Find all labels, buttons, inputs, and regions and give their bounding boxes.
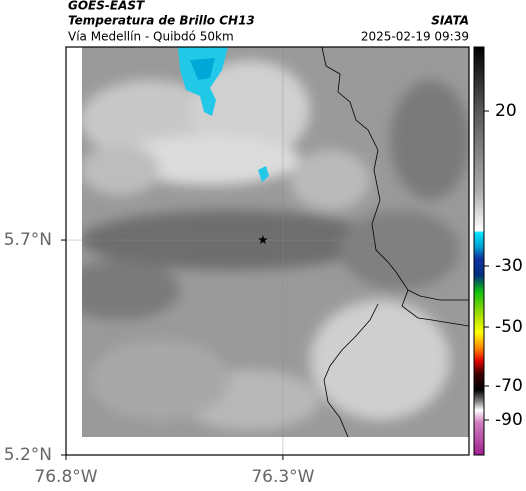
colorbar-tick-label: 20 [495,101,517,121]
map-frame [65,46,470,456]
colorbar-tick-label: -70 [495,376,523,396]
satellite: GOES-EAST [68,0,145,13]
y-tick-label: 5.7°N [4,230,52,250]
colorbar-tick-label: -50 [495,317,523,337]
x-tick-label: 76.3°W [251,467,314,487]
source: SIATA [431,14,469,28]
colorbar-tick-label: -90 [495,410,523,430]
y-tick-label: 5.2°N [4,445,52,465]
colorbar-tick-label: -30 [495,256,523,276]
datetime: 2025-02-19 09:39 [361,30,469,44]
satellite-image [82,47,469,437]
subtitle: Vía Medellín - Quibdó 50km [68,30,234,44]
title: Temperatura de Brillo CH13 [68,14,255,28]
colorbar [473,46,485,456]
x-tick-label: 76.8°W [34,467,97,487]
location-marker [258,235,268,245]
